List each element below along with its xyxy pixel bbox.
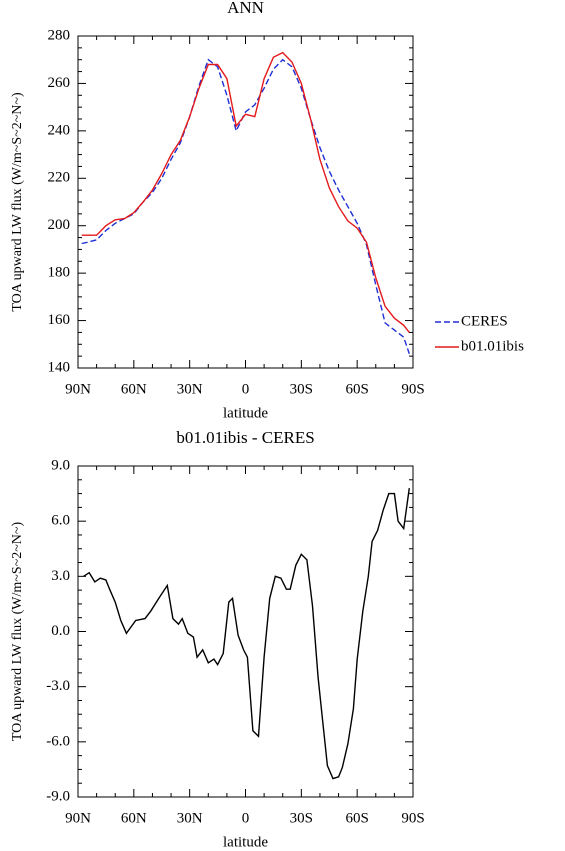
x-tick-label: 90S bbox=[401, 381, 424, 397]
legend-label: CERES bbox=[461, 313, 508, 329]
y-tick-label: 240 bbox=[48, 122, 71, 138]
series-line bbox=[83, 488, 410, 780]
y-tick-label: -3.0 bbox=[46, 678, 70, 694]
plot-frame bbox=[77, 35, 414, 369]
series-line bbox=[81, 58, 410, 355]
x-tick-label: 0 bbox=[242, 810, 250, 826]
y-tick-label: 160 bbox=[48, 312, 71, 328]
x-tick-label: 30S bbox=[290, 810, 313, 826]
x-tick-label: 60S bbox=[345, 381, 368, 397]
x-axis-label: latitude bbox=[223, 405, 268, 421]
y-tick-label: -9.0 bbox=[46, 788, 70, 804]
x-tick-label: 60N bbox=[121, 381, 147, 397]
y-tick-label: -6.0 bbox=[46, 733, 70, 749]
x-tick-label: 30N bbox=[177, 810, 203, 826]
x-tick-label: 90S bbox=[401, 810, 424, 826]
y-tick-label: 9.0 bbox=[51, 457, 70, 473]
x-tick-label: 0 bbox=[242, 381, 250, 397]
y-axis-label: TOA upward LW flux (W/m~S~2~N~) bbox=[10, 92, 25, 312]
chart-title: ANN bbox=[227, 0, 264, 17]
plot-frame bbox=[77, 465, 414, 798]
x-tick-label: 60N bbox=[121, 810, 147, 826]
x-tick-label: 30S bbox=[290, 381, 313, 397]
y-tick-label: 220 bbox=[48, 170, 71, 186]
y-tick-label: 6.0 bbox=[51, 513, 70, 529]
x-tick-label: 90N bbox=[65, 381, 91, 397]
y-axis-label: TOA upward LW flux (W/m~S~2~N~) bbox=[10, 522, 25, 742]
x-tick-label: 30N bbox=[177, 381, 203, 397]
legend-label: b01.01ibis bbox=[461, 338, 524, 354]
y-tick-label: 180 bbox=[48, 265, 71, 281]
y-tick-label: 200 bbox=[48, 217, 71, 233]
y-tick-label: 140 bbox=[48, 359, 71, 375]
y-tick-label: 280 bbox=[48, 27, 71, 43]
y-tick-label: 260 bbox=[48, 75, 71, 91]
x-tick-label: 90N bbox=[65, 810, 91, 826]
series-line bbox=[81, 51, 410, 333]
y-tick-label: 0.0 bbox=[51, 623, 70, 639]
x-axis-label: latitude bbox=[223, 834, 268, 850]
y-tick-label: 3.0 bbox=[51, 568, 70, 584]
x-tick-label: 60S bbox=[345, 810, 368, 826]
chart-title: b01.01ibis - CERES bbox=[176, 428, 314, 447]
